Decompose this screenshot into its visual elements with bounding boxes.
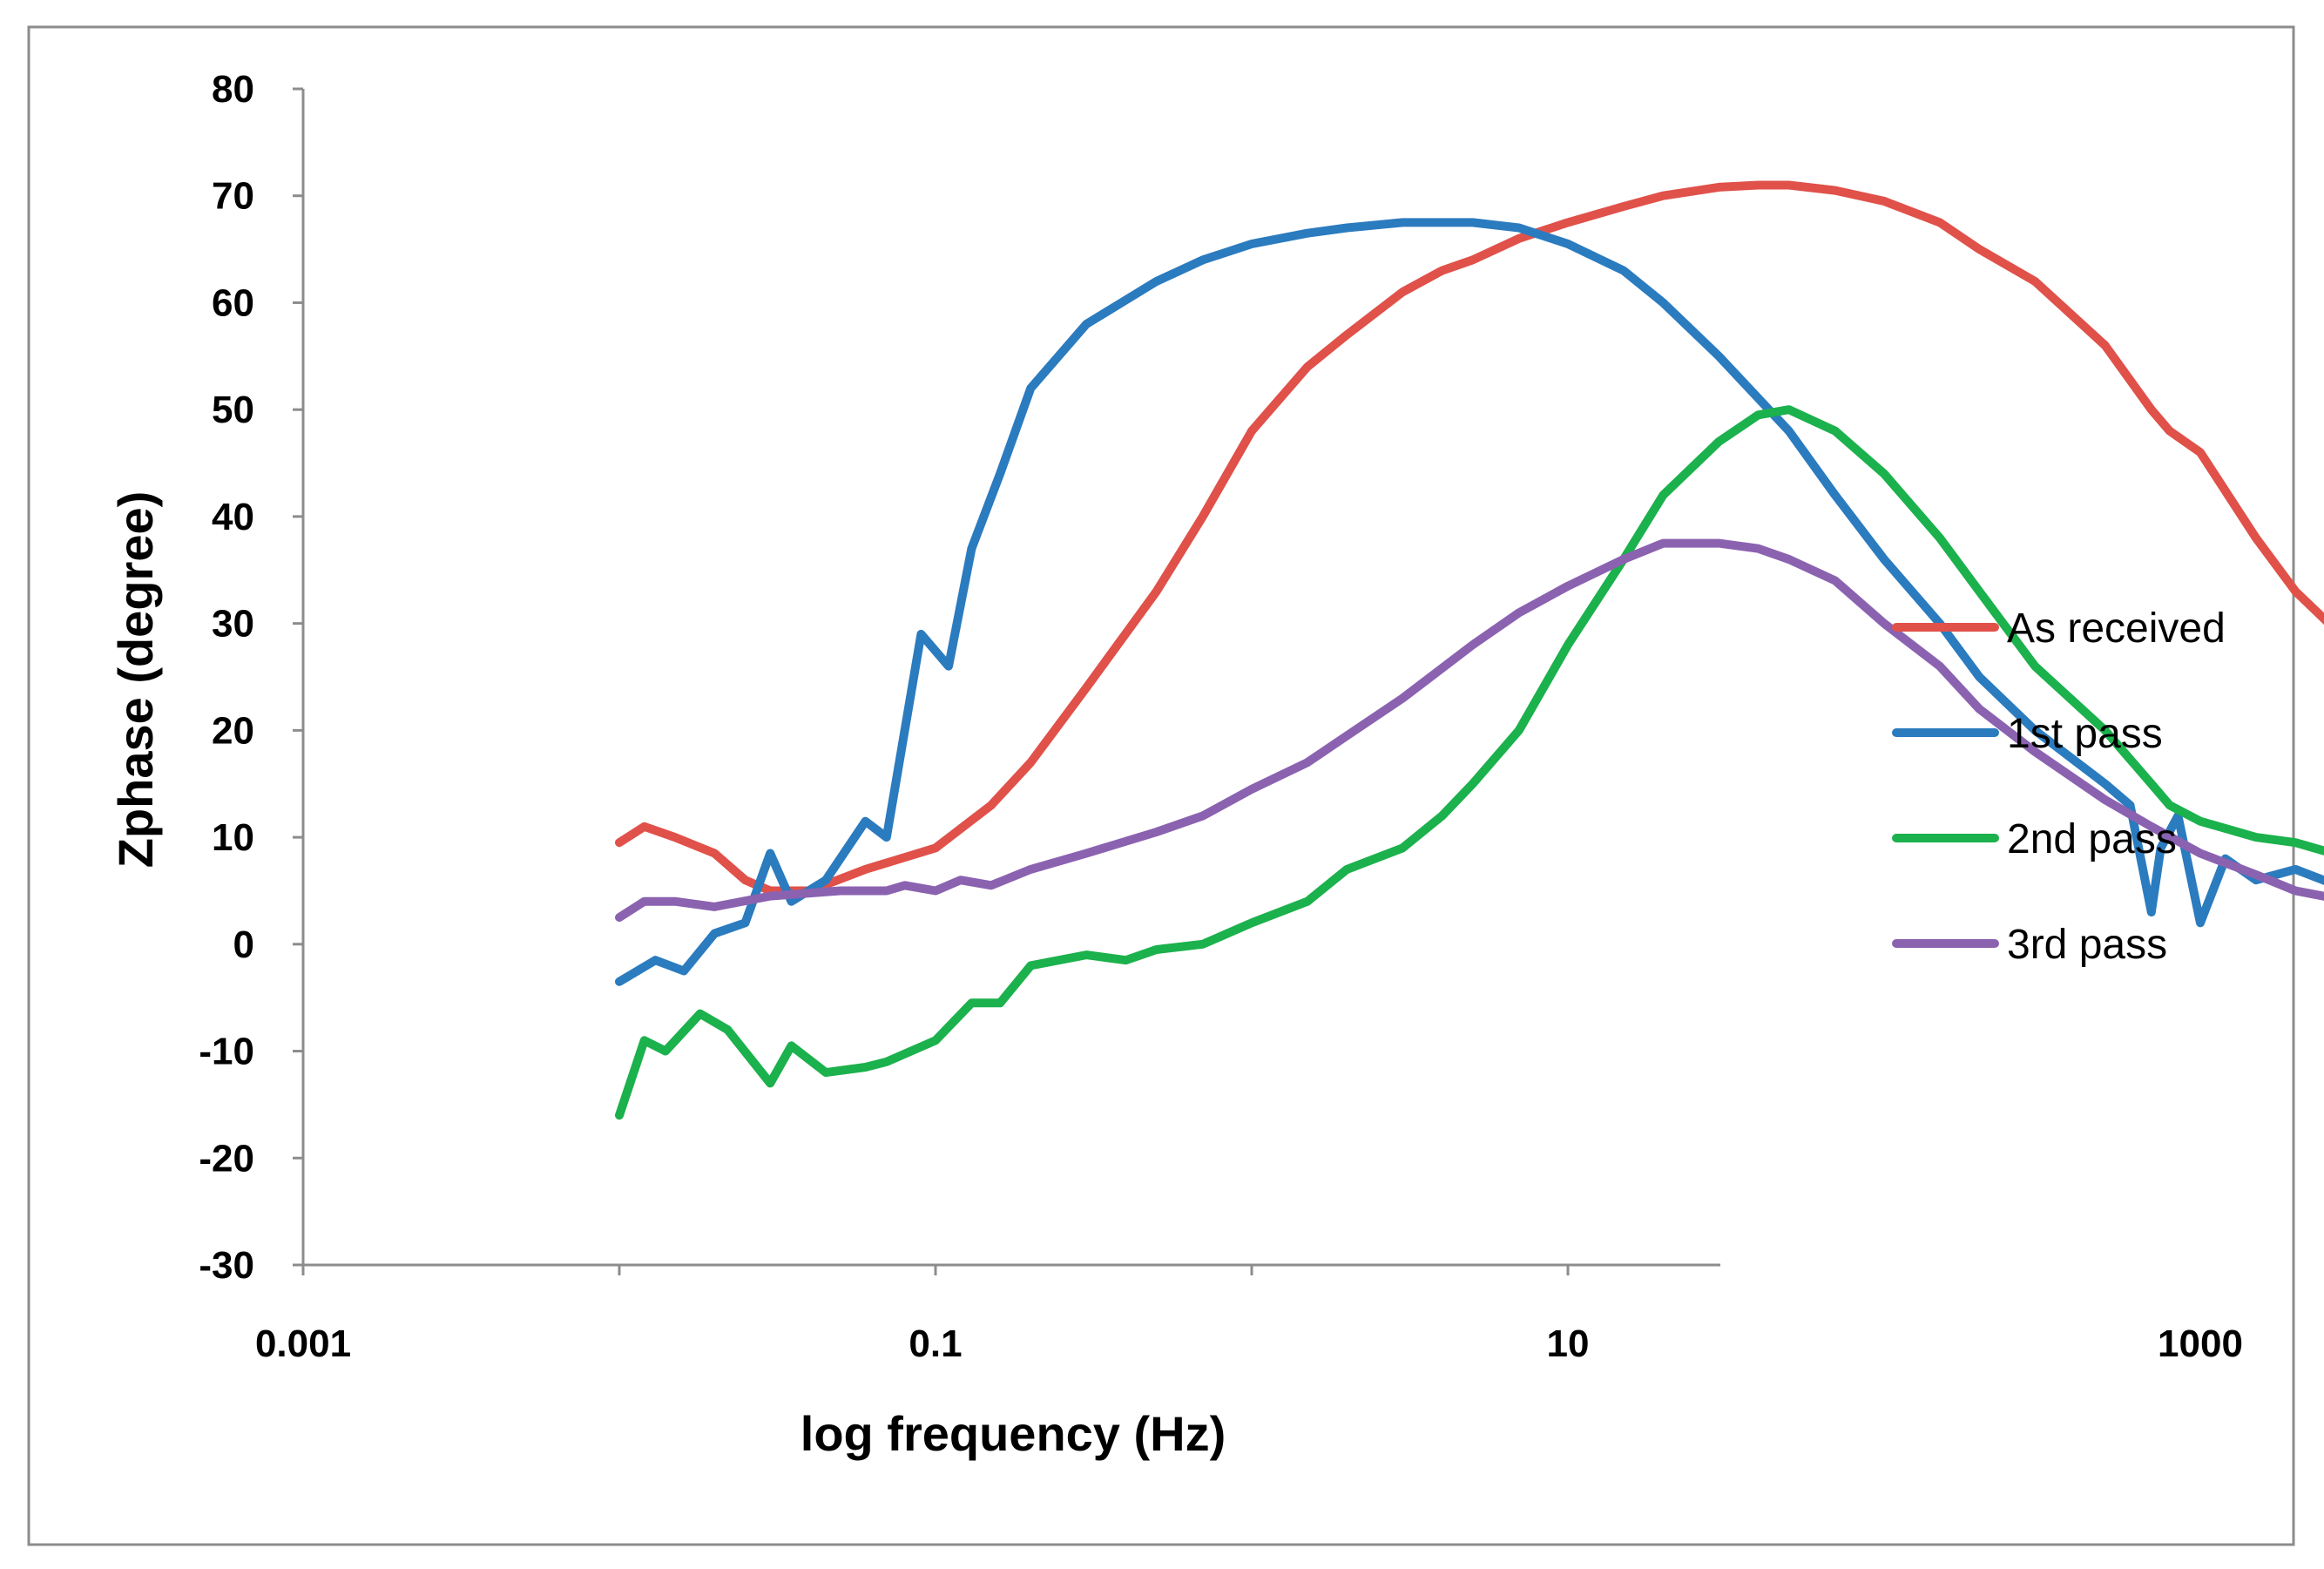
y-tick-label: 50	[212, 389, 254, 431]
legend-label-2nd-pass: 2nd pass	[2007, 816, 2177, 862]
series-line-as-received	[615, 180, 2324, 896]
y-tick-label: 80	[212, 68, 254, 111]
y-tick-label: -30	[199, 1244, 254, 1287]
chart-frame	[27, 25, 2295, 1546]
x-tick-label: 10	[1547, 1322, 1590, 1365]
legend: As received 1st pass 2nd pass 3rd pass	[1892, 605, 2226, 968]
y-tick-label: 10	[212, 816, 254, 859]
y-ticks: 80 70 60 50 40 30 20 10 0 -10 -20 -30	[199, 68, 303, 1287]
y-tick-label: 60	[212, 281, 254, 324]
y-tick-label: 70	[212, 175, 254, 218]
y-tick-label: -10	[199, 1031, 254, 1073]
plot-lines	[615, 180, 2324, 1120]
y-axis-title: Zphase (degree)	[108, 491, 163, 869]
x-axis-title: log frequency (Hz)	[801, 1406, 1226, 1461]
y-tick-label: 30	[212, 603, 254, 646]
y-tick-label: 0	[233, 923, 254, 966]
legend-label-3rd-pass: 3rd pass	[2007, 922, 2167, 968]
y-tick-label: 40	[212, 496, 254, 538]
series-line-2nd-pass	[615, 405, 2324, 1120]
legend-label-1st-pass: 1st pass	[2007, 711, 2163, 757]
y-tick-label: 20	[212, 709, 254, 752]
series-line-3rd-pass	[615, 538, 2324, 923]
y-tick-label: -20	[199, 1137, 254, 1180]
series-line-1st-pass	[615, 218, 2324, 986]
x-tick-label: 1000	[2158, 1322, 2243, 1365]
x-tick-label: 0.001	[255, 1322, 351, 1365]
axes	[301, 89, 1720, 1267]
legend-label-as-received: As received	[2007, 605, 2226, 652]
x-tick-label: 0.1	[909, 1322, 962, 1365]
